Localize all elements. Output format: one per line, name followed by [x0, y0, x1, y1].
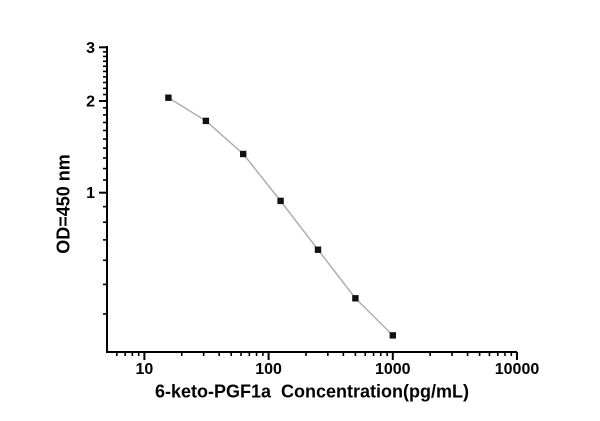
y-tick-label: 1	[86, 185, 95, 202]
curve-line	[168, 97, 394, 336]
x-tick-label: 100	[255, 361, 282, 378]
axis-spine	[106, 46, 517, 353]
x-axis-title: 6-keto-PGF1a Concentration(pg/mL)	[154, 381, 470, 402]
data-point-marker	[352, 295, 359, 302]
data-point-marker	[165, 94, 172, 101]
y-axis-title: OD=450 nm	[53, 154, 74, 254]
x-tick-label: 10000	[495, 361, 540, 378]
y-tick-label: 3	[86, 40, 95, 57]
y-tick-label: 2	[86, 93, 95, 110]
data-point-marker	[389, 332, 396, 339]
data-point-marker	[202, 117, 210, 125]
x-tick-label: 10	[135, 361, 153, 378]
x-tick-label: 1000	[375, 361, 411, 378]
data-point-marker	[314, 246, 322, 253]
data-point-marker	[277, 197, 284, 205]
data-point-marker	[240, 150, 247, 158]
